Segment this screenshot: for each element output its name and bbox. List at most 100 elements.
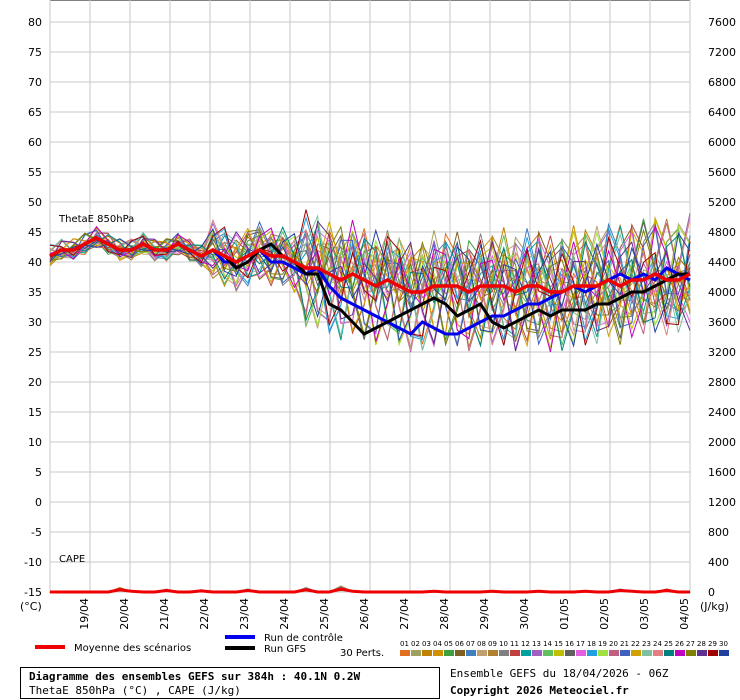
perturbation-number: 07: [466, 640, 475, 648]
y-tick-left: 35: [28, 286, 42, 299]
perturbation-swatch: [675, 650, 685, 656]
perturbation-swatch: [686, 650, 696, 656]
x-tick: 01/05: [558, 598, 571, 630]
perturbation-swatch: [543, 650, 553, 656]
perturbation-number: 22: [631, 640, 640, 648]
perturbation-number: 20: [609, 640, 618, 648]
perturbation-number: 14: [543, 640, 552, 648]
perturbation-swatch: [631, 650, 641, 656]
perturbation-swatch: [642, 650, 652, 656]
perturbation-number: 10: [499, 640, 508, 648]
perturbation-swatch: [510, 650, 520, 656]
perturbation-number: 24: [653, 640, 662, 648]
perturbation-swatch: [653, 650, 663, 656]
perturbation-swatch: [521, 650, 531, 656]
y-tick-right: 2400: [708, 406, 736, 419]
perturbation-number: 29: [708, 640, 717, 648]
y-tick-left: -10: [24, 556, 42, 569]
y-tick-right: 6400: [708, 106, 736, 119]
perturbation-swatch: [620, 650, 630, 656]
y-tick-left: 5: [35, 466, 42, 479]
y-tick-left: -15: [24, 586, 42, 599]
perturbation-line: [49, 225, 691, 346]
cape-lines: [50, 585, 690, 594]
x-tick: 04/05: [678, 598, 691, 630]
y-tick-right: 800: [708, 526, 729, 539]
x-tick: 29/04: [478, 598, 491, 630]
x-tick: 21/04: [158, 598, 171, 630]
perturbation-swatch: [433, 650, 443, 656]
x-tick: 22/04: [198, 598, 211, 630]
perturbation-number: 17: [576, 640, 585, 648]
perturbation-swatch: [708, 650, 718, 656]
perturbation-swatch: [719, 650, 729, 656]
y-tick-left: 10: [28, 436, 42, 449]
x-axis-ticks: 19/04 20/04 21/04 22/04 23/04 24/04 25/04 26/04…: [78, 598, 691, 630]
y-tick-left: 45: [28, 226, 42, 239]
perturbation-swatch: [400, 650, 410, 656]
panel-label-cape: CAPE: [59, 554, 85, 565]
x-tick: 26/04: [358, 598, 371, 630]
x-tick: 03/05: [638, 598, 651, 630]
footer-title: Diagramme des ensembles GEFS sur 384h : …: [29, 670, 361, 683]
legend-label-mean: Moyenne des scénarios: [74, 642, 191, 654]
x-tick: 27/04: [398, 598, 411, 630]
y-tick-right: 4400: [708, 256, 736, 269]
y-tick-right: 2800: [708, 376, 736, 389]
footer-copyright: Copyright 2026 Meteociel.fr: [450, 684, 629, 697]
perturbation-line: [49, 209, 691, 346]
x-tick: 02/05: [598, 598, 611, 630]
perturbation-swatch: [422, 650, 432, 656]
perturbation-swatch: [554, 650, 564, 656]
perturbation-number: 03: [422, 640, 431, 648]
x-tick: 25/04: [318, 598, 331, 630]
y-tick-right: 7600: [708, 16, 736, 29]
x-tick: 24/04: [278, 598, 291, 630]
perturbation-swatch: [499, 650, 509, 656]
perturbation-number: 08: [477, 640, 486, 648]
footer-run-info: Ensemble GEFS du 18/04/2026 - 06Z: [450, 667, 669, 680]
cape-mean-line: [50, 587, 690, 594]
y-tick-right: 4800: [708, 226, 736, 239]
y-tick-left: 25: [28, 346, 42, 359]
footer-subtitle: ThetaE 850hPa (°C) , CAPE (J/kg): [29, 684, 241, 697]
y-tick-right: 3200: [708, 346, 736, 359]
y-tick-right: 0: [708, 586, 715, 599]
perturbation-number: 18: [587, 640, 596, 648]
y-tick-left: 0: [35, 496, 42, 509]
perturbation-number: 05: [444, 640, 453, 648]
x-tick: 23/04: [238, 598, 251, 630]
perturbation-number: 02: [411, 640, 420, 648]
y-tick-left: 15: [28, 406, 42, 419]
y-tick-left: 30: [28, 316, 42, 329]
y-tick-left: 75: [28, 46, 42, 59]
perturbation-swatch: [565, 650, 575, 656]
perturbation-number: 21: [620, 640, 629, 648]
x-tick: 28/04: [438, 598, 451, 630]
perturbation-line: [49, 220, 691, 352]
perturbation-swatch: [466, 650, 476, 656]
perturbation-number: 09: [488, 640, 497, 648]
perturbation-number: 13: [532, 640, 541, 648]
y-tick-right: 1600: [708, 466, 736, 479]
x-tick: 30/04: [518, 598, 531, 630]
perturbation-number: 23: [642, 640, 651, 648]
perturbation-number: 30: [719, 640, 728, 648]
y-tick-left: 70: [28, 76, 42, 89]
perturbation-swatch: [488, 650, 498, 656]
y-axis-right-ticks: 7600720068006400600056005200480044004000…: [708, 16, 736, 599]
perturbation-swatch: [444, 650, 454, 656]
y-tick-left: 20: [28, 376, 42, 389]
perturbation-swatch: [455, 650, 465, 656]
y-tick-left: 60: [28, 136, 42, 149]
y-tick-right: 1200: [708, 496, 736, 509]
perturbation-swatch: [609, 650, 619, 656]
y-tick-left: 50: [28, 196, 42, 209]
x-tick: 19/04: [78, 598, 91, 630]
y-tick-right: 3600: [708, 316, 736, 329]
perturbation-number: 25: [664, 640, 673, 648]
perturbation-line: [49, 226, 691, 345]
perturbation-legend: 01 02 03 04 05 06 07 08 09 10 11 12 13 14 15 16 17 18 19 20…: [400, 640, 729, 656]
